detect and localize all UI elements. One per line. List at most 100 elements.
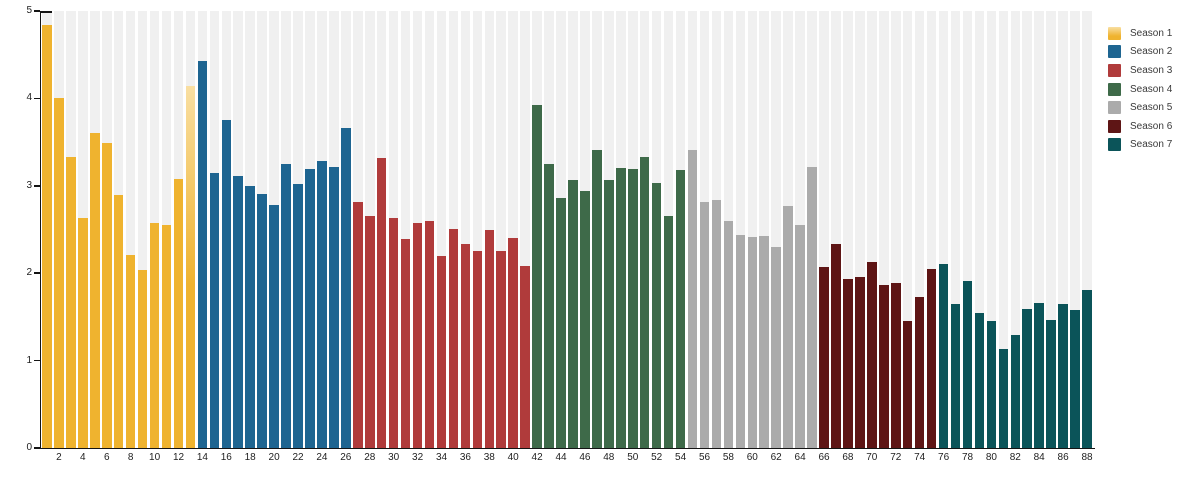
column-stripe-76: [938, 11, 949, 448]
bar-episode-79: [974, 313, 985, 448]
bar-episode-77: [950, 303, 961, 448]
column-stripe-80: [986, 11, 997, 448]
x-tick-label-36: 36: [459, 452, 471, 463]
bar-episode-1: [42, 25, 52, 448]
column-stripe-69: [855, 11, 865, 448]
bar-episode-85: [1046, 319, 1056, 448]
x-tick-label-58: 58: [722, 452, 734, 463]
legend-item-3: Season 3: [1108, 61, 1172, 80]
column-stripe-86: [1058, 11, 1068, 448]
y-tick-3: [34, 185, 40, 187]
bar-episode-84: [1034, 302, 1044, 448]
column-stripe-72: [890, 11, 901, 448]
bar-episode-42: [532, 105, 542, 448]
bar-episode-68: [843, 279, 853, 448]
column-stripe-74: [914, 11, 925, 448]
x-tick-label-32: 32: [412, 452, 424, 463]
column-stripe-75: [926, 11, 937, 448]
x-tick-label-24: 24: [316, 452, 328, 463]
column-stripe-79: [974, 11, 985, 448]
bar-episode-78: [962, 281, 973, 448]
bar-episode-21: [281, 163, 291, 448]
x-tick-label-82: 82: [1009, 452, 1021, 463]
column-stripe-87: [1070, 11, 1080, 448]
bar-episode-22: [293, 184, 303, 448]
bar-episode-63: [783, 205, 793, 448]
bar-episode-80: [986, 321, 997, 448]
bar-episode-57: [711, 199, 722, 448]
legend-swatch-7: [1108, 138, 1121, 152]
bar-episode-3: [66, 157, 76, 448]
legend-label-5: Season 5: [1130, 102, 1173, 114]
legend-label-6: Season 6: [1130, 120, 1173, 132]
x-tick-label-14: 14: [196, 452, 208, 463]
column-stripe-83: [1022, 11, 1033, 448]
legend: Season 1 Season 2 Season 3 Season 4 Season 5…: [1108, 24, 1172, 154]
bar-episode-58: [723, 220, 734, 448]
column-stripe-68: [843, 11, 853, 448]
bar-episode-39: [496, 250, 507, 448]
x-tick-label-80: 80: [985, 452, 997, 463]
bar-episode-8: [125, 254, 136, 448]
y-tick-label-0: 0: [26, 442, 32, 453]
y-tick-label-5: 5: [26, 5, 32, 16]
bar-episode-53: [663, 216, 674, 448]
x-tick-label-70: 70: [866, 452, 878, 463]
x-tick-label-54: 54: [675, 452, 687, 463]
bar-episode-20: [269, 205, 279, 448]
x-tick-label-66: 66: [818, 452, 830, 463]
bar-episode-70: [867, 261, 877, 448]
bar-episode-62: [771, 247, 781, 448]
plot-area: [41, 11, 1093, 448]
x-tick-label-2: 2: [56, 452, 62, 463]
bar-episode-32: [412, 223, 423, 448]
legend-label-1: Season 1: [1130, 27, 1173, 39]
bar-episode-44: [556, 198, 566, 448]
column-stripe-81: [998, 11, 1009, 448]
x-tick-label-38: 38: [483, 452, 495, 463]
column-stripe-66: [819, 11, 829, 448]
x-tick-label-84: 84: [1033, 452, 1045, 463]
x-tick-label-20: 20: [268, 452, 280, 463]
x-tick-label-50: 50: [627, 452, 639, 463]
bar-episode-74: [914, 296, 925, 448]
column-stripe-9: [137, 11, 148, 448]
x-tick-label-46: 46: [579, 452, 591, 463]
bar-episode-23: [305, 169, 315, 448]
x-tick-label-8: 8: [127, 452, 134, 463]
bar-episode-36: [460, 243, 471, 448]
column-stripe-85: [1046, 11, 1056, 448]
x-tick-label-48: 48: [603, 452, 615, 463]
legend-item-1: Season 1: [1108, 24, 1172, 43]
x-tick-label-78: 78: [961, 452, 974, 463]
bar-episode-87: [1070, 309, 1080, 448]
bar-episode-56: [699, 202, 710, 448]
bar-episode-71: [879, 285, 889, 448]
bar-episode-2: [54, 98, 64, 448]
legend-label-7: Season 7: [1130, 139, 1173, 151]
bar-episode-59: [735, 234, 746, 448]
y-tick-0: [34, 447, 40, 449]
bar-episode-14: [197, 60, 208, 448]
y-axis-top-tick: [41, 11, 52, 13]
bar-episode-48: [604, 179, 614, 448]
x-tick-label-44: 44: [555, 452, 567, 463]
legend-item-2: Season 2: [1108, 43, 1172, 62]
x-tick-label-68: 68: [842, 452, 854, 463]
x-tick-label-88: 88: [1081, 452, 1093, 463]
bar-episode-5: [90, 132, 100, 448]
column-stripe-84: [1034, 11, 1044, 448]
bar-episode-50: [627, 169, 638, 448]
bar-episode-13: [185, 86, 196, 448]
bar-episode-49: [616, 168, 626, 448]
x-tick-label-56: 56: [698, 452, 711, 463]
column-stripe-41: [520, 11, 530, 448]
bar-episode-29: [376, 157, 387, 448]
bar-episode-11: [161, 225, 172, 448]
x-tick-label-86: 86: [1057, 452, 1069, 463]
y-axis: [39, 11, 41, 449]
column-stripe-70: [867, 11, 877, 448]
bar-episode-38: [484, 229, 495, 448]
legend-swatch-1: [1108, 26, 1121, 40]
